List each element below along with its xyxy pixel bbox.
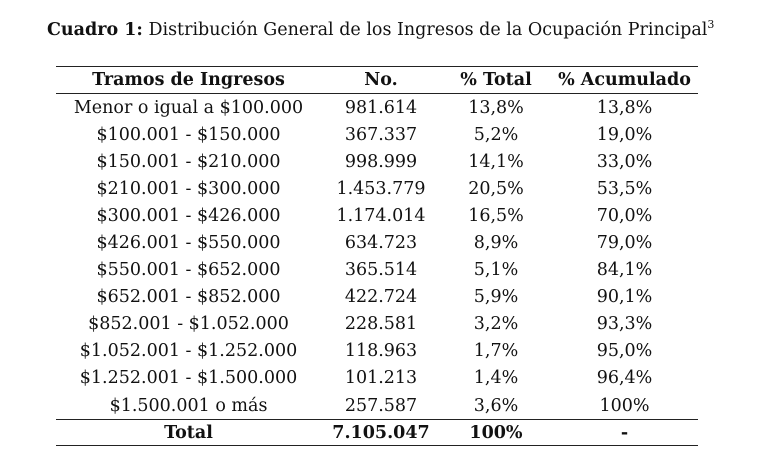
cell-bracket: $1.500.001 o más (109, 395, 268, 416)
header-percent-total: % Total (460, 70, 532, 90)
cell-percent-total: 5,1% (473, 260, 519, 281)
cell-percent-total: 14,1% (468, 151, 524, 172)
cell-percent-total: 5,9% (473, 287, 519, 308)
cell-percent-cumulative: 96,4% (596, 368, 653, 389)
cell-count: 1.453.779 (336, 178, 426, 199)
table-row: $210.001 - $300.000 1.453.779 20,5% 53,5… (56, 175, 698, 202)
cell-count: 101.213 (344, 368, 418, 389)
cell-bracket: $652.001 - $852.000 (96, 287, 281, 308)
cell-percent-cumulative: 93,3% (596, 314, 653, 335)
cell-percent-total: 3,6% (473, 395, 519, 416)
cell-count: 634.723 (344, 233, 418, 254)
total-cumulative: - (620, 422, 629, 443)
cell-percent-cumulative: 53,5% (596, 178, 653, 199)
cell-percent-cumulative: 13,8% (596, 97, 653, 118)
cell-percent-total: 8,9% (473, 233, 519, 254)
caption-text: Distribución General de los Ingresos de … (148, 20, 708, 40)
table-row: Menor o igual a $100.000 981.614 13,8% 1… (56, 94, 698, 122)
cell-count: 981.614 (344, 97, 418, 118)
cell-bracket: $150.001 - $210.000 (96, 151, 281, 172)
cell-percent-cumulative: 19,0% (596, 124, 653, 145)
cell-bracket: $210.001 - $300.000 (96, 178, 281, 199)
table-total-row: Total 7.105.047 100% - (56, 419, 698, 446)
total-count: 7.105.047 (332, 422, 430, 443)
cell-bracket: Menor o igual a $100.000 (73, 97, 304, 118)
table-row: $1.052.001 - $1.252.000 118.963 1,7% 95,… (56, 338, 698, 365)
cell-bracket: $300.001 - $426.000 (96, 205, 281, 226)
table-caption: Cuadro 1: Distribución General de los In… (47, 18, 715, 40)
table-row: $426.001 - $550.000 634.723 8,9% 79,0% (56, 229, 698, 256)
cell-bracket: $852.001 - $1.052.000 (88, 314, 289, 335)
table-row: $1.252.001 - $1.500.000 101.213 1,4% 96,… (56, 365, 698, 392)
cell-bracket: $1.052.001 - $1.252.000 (79, 341, 298, 362)
cell-bracket: $1.252.001 - $1.500.000 (79, 368, 298, 389)
cell-count: 365.514 (344, 260, 418, 281)
table-row: $550.001 - $652.000 365.514 5,1% 84,1% (56, 257, 698, 284)
cell-count: 228.581 (344, 314, 418, 335)
table-row: $852.001 - $1.052.000 228.581 3,2% 93,3% (56, 311, 698, 338)
header-count: No. (364, 70, 398, 90)
table-row: $652.001 - $852.000 422.724 5,9% 90,1% (56, 284, 698, 311)
cell-percent-total: 5,2% (473, 124, 519, 145)
caption-label: Cuadro 1: (47, 20, 143, 40)
cell-percent-total: 16,5% (468, 205, 524, 226)
total-label: Total (164, 422, 213, 443)
cell-percent-total: 20,5% (468, 178, 524, 199)
cell-count: 257.587 (344, 395, 418, 416)
cell-bracket: $550.001 - $652.000 (96, 260, 281, 281)
table-row: $100.001 - $150.000 367.337 5,2% 19,0% (56, 121, 698, 148)
cell-percent-total: 1,7% (473, 341, 519, 362)
table-row: $150.001 - $210.000 998.999 14,1% 33,0% (56, 148, 698, 175)
cell-count: 367.337 (344, 124, 418, 145)
table-row: $300.001 - $426.000 1.174.014 16,5% 70,0… (56, 202, 698, 229)
cell-percent-total: 3,2% (473, 314, 519, 335)
cell-bracket: $426.001 - $550.000 (96, 233, 281, 254)
cell-percent-cumulative: 79,0% (596, 233, 653, 254)
cell-count: 998.999 (344, 151, 418, 172)
cell-percent-cumulative: 70,0% (596, 205, 653, 226)
caption-footnote: 3 (707, 18, 715, 32)
cell-percent-cumulative: 84,1% (596, 260, 653, 281)
income-distribution-table: Tramos de Ingresos No. % Total % Acumula… (56, 66, 698, 446)
cell-bracket: $100.001 - $150.000 (96, 124, 281, 145)
cell-percent-total: 13,8% (468, 97, 524, 118)
header-income-bracket: Tramos de Ingresos (92, 70, 285, 90)
cell-percent-cumulative: 95,0% (596, 341, 653, 362)
cell-count: 1.174.014 (336, 205, 426, 226)
cell-count: 118.963 (344, 341, 418, 362)
table-header-row: Tramos de Ingresos No. % Total % Acumula… (56, 66, 698, 94)
total-percent: 100% (469, 422, 523, 443)
header-percent-cumulative: % Acumulado (558, 70, 691, 90)
cell-percent-total: 1,4% (473, 368, 519, 389)
cell-percent-cumulative: 33,0% (596, 151, 653, 172)
cell-percent-cumulative: 90,1% (596, 287, 653, 308)
cell-percent-cumulative: 100% (599, 395, 650, 416)
cell-count: 422.724 (344, 287, 418, 308)
table-row: $1.500.001 o más 257.587 3,6% 100% (56, 392, 698, 420)
